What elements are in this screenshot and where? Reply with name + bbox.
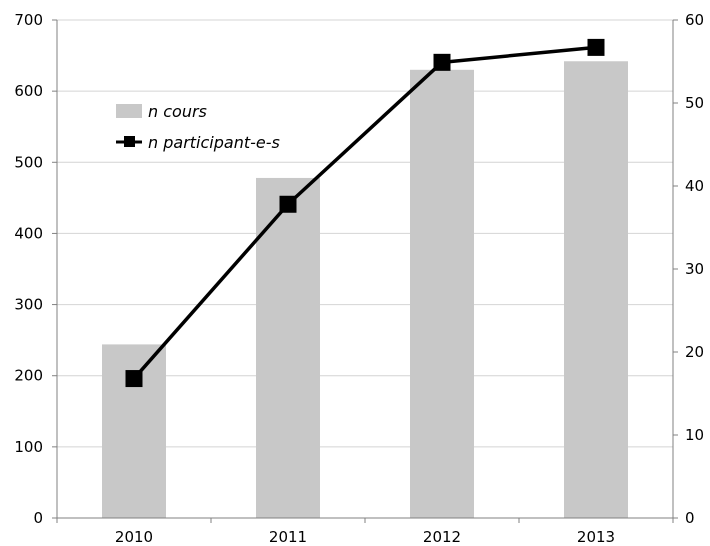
bar-2012 xyxy=(410,69,474,519)
right-tick-label: 20 xyxy=(685,343,704,361)
x-tick-label: 2011 xyxy=(269,528,307,546)
legend-swatch-bar xyxy=(116,104,142,118)
right-tick-label: 60 xyxy=(685,11,704,29)
left-tick-label: 200 xyxy=(14,367,43,385)
series-line xyxy=(132,45,597,380)
left-tick-label: 100 xyxy=(14,438,43,456)
line-marker-2010 xyxy=(125,370,143,388)
legend: n cours n participant-e-s xyxy=(116,102,280,152)
right-axis-ticks: 0 10 20 30 40 50 60 xyxy=(673,11,704,527)
left-tick-label: 0 xyxy=(33,509,43,527)
x-tick-label: 2012 xyxy=(423,528,461,546)
legend-label-line: n participant-e-s xyxy=(148,133,280,152)
line-marker-2013 xyxy=(587,38,605,56)
right-tick-label: 10 xyxy=(685,426,704,444)
left-axis-ticks: 0 100 200 300 400 500 600 700 xyxy=(14,11,57,527)
right-tick-label: 50 xyxy=(685,94,704,112)
line-marker-2011 xyxy=(279,195,297,213)
legend-swatch-marker xyxy=(124,136,135,147)
line-series xyxy=(125,38,605,388)
x-tick-label: 2013 xyxy=(577,528,615,546)
right-tick-label: 0 xyxy=(685,509,695,527)
line-marker-2012 xyxy=(433,53,451,71)
left-tick-label: 500 xyxy=(14,153,43,171)
right-tick-label: 40 xyxy=(685,177,704,195)
left-tick-label: 700 xyxy=(14,11,43,29)
x-tick-label: 2010 xyxy=(115,528,153,546)
right-tick-label: 30 xyxy=(685,260,704,278)
bar-series xyxy=(102,61,628,519)
x-axis-ticks: 2010 2011 2012 2013 xyxy=(56,518,674,546)
legend-label-bar: n cours xyxy=(148,102,207,121)
left-tick-label: 400 xyxy=(14,224,43,242)
bar-2013 xyxy=(564,61,628,519)
bar-2011 xyxy=(256,177,320,519)
left-tick-label: 300 xyxy=(14,296,43,314)
left-tick-label: 600 xyxy=(14,82,43,100)
